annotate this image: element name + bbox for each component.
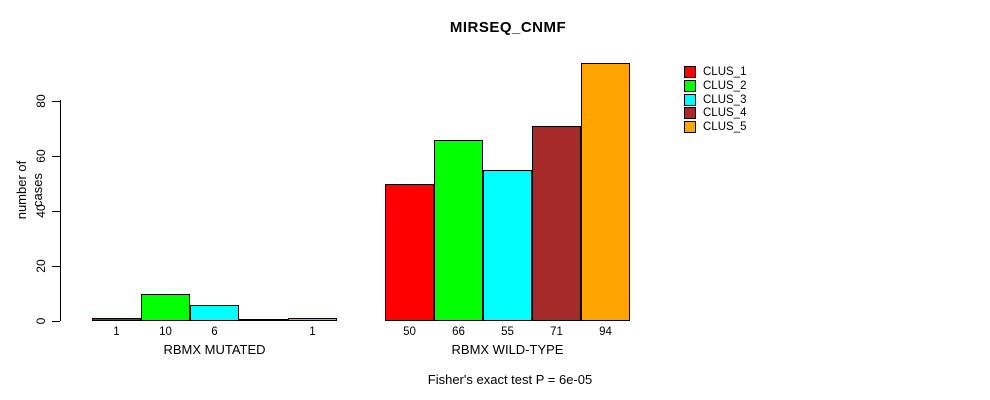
y-tick-label: 40 xyxy=(34,204,48,218)
bar-clus_3 xyxy=(190,304,239,321)
bar-value-label: 50 xyxy=(403,326,416,338)
bar-clus_5 xyxy=(288,318,337,321)
chart-title: MIRSEQ_CNMF xyxy=(449,19,567,36)
legend-label: CLUS_4 xyxy=(703,107,747,120)
y-axis-line xyxy=(60,100,61,321)
bar-value-label: 66 xyxy=(452,326,465,338)
legend-swatch xyxy=(684,93,696,106)
legend-swatch xyxy=(684,66,696,78)
y-tick-mark xyxy=(52,265,60,267)
group-label: RBMX WILD-TYPE xyxy=(451,342,564,357)
bar-value-label: 1 xyxy=(113,326,120,338)
bar-value-label: 10 xyxy=(159,326,172,338)
bar-clus_4 xyxy=(239,319,288,321)
bar-clus_5 xyxy=(581,62,630,321)
y-tick-mark xyxy=(52,210,60,212)
y-tick-label: 20 xyxy=(34,259,48,273)
bar-value-label: 6 xyxy=(211,326,218,338)
legend-swatch xyxy=(684,79,696,92)
bar-value-label: 1 xyxy=(309,326,316,338)
y-tick-label: 0 xyxy=(34,317,48,325)
bar-clus_2 xyxy=(141,293,190,321)
bar-clus_1 xyxy=(92,318,141,321)
bar-clus_2 xyxy=(434,139,483,321)
legend-label: CLUS_1 xyxy=(703,66,747,78)
bar-clus_3 xyxy=(483,169,532,321)
legend-label: CLUS_5 xyxy=(703,121,747,134)
y-axis-title: number of cases xyxy=(14,160,45,220)
y-tick-mark xyxy=(52,320,60,322)
legend-label: CLUS_2 xyxy=(703,79,747,92)
bar-value-label: 71 xyxy=(550,326,563,338)
bar-clus_1 xyxy=(385,183,434,321)
y-tick-mark xyxy=(52,155,60,157)
y-tick-label: 60 xyxy=(34,149,48,163)
legend-swatch xyxy=(684,121,696,134)
group-label: RBMX MUTATED xyxy=(163,342,266,357)
bar-value-label: 94 xyxy=(599,326,612,338)
y-tick-label: 80 xyxy=(34,94,48,108)
legend-swatch xyxy=(684,107,696,120)
footnote-text: Fisher's exact test P = 6e-05 xyxy=(427,372,593,387)
bar-clus_4 xyxy=(532,125,581,321)
y-tick-mark xyxy=(52,100,60,102)
bar-value-label: 55 xyxy=(501,326,514,338)
legend-label: CLUS_3 xyxy=(703,93,747,106)
